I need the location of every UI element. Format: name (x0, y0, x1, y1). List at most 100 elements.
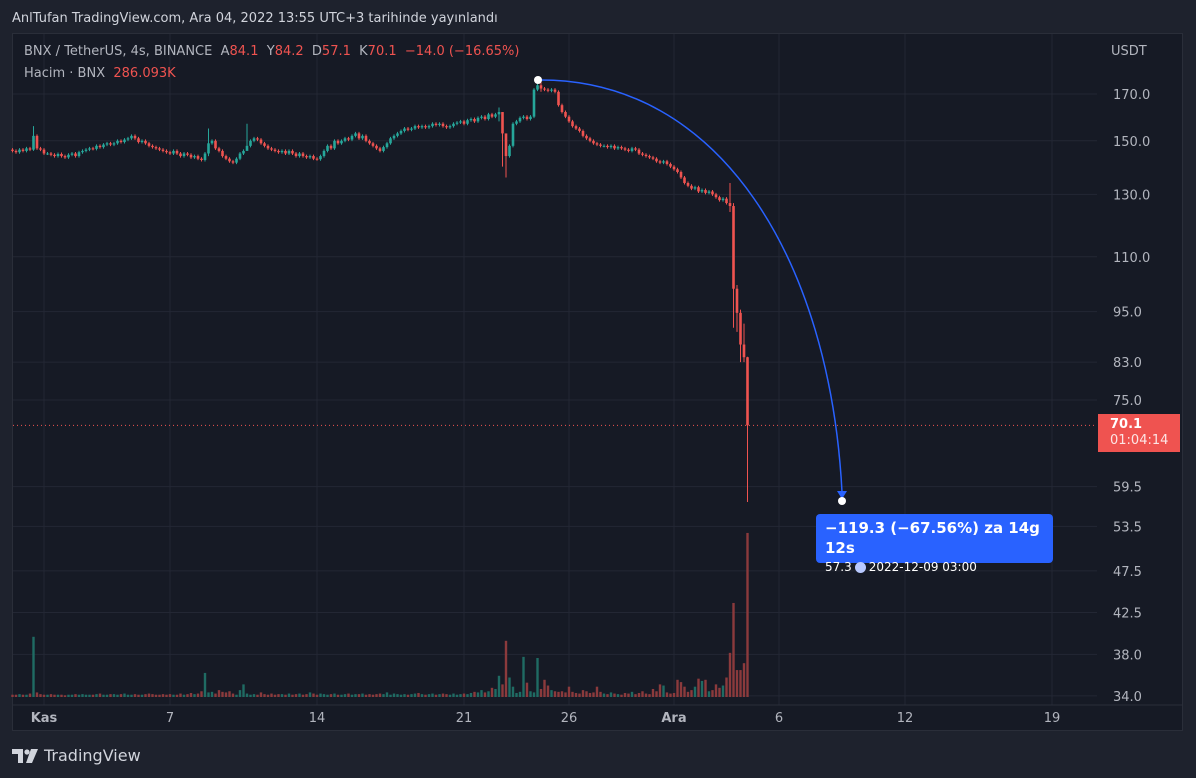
volume-bar (676, 679, 679, 697)
candle (214, 139, 217, 150)
candle-body (28, 148, 32, 150)
volume-bar (396, 694, 399, 697)
volume-bar (473, 691, 476, 697)
candle (522, 115, 525, 120)
candle (53, 153, 56, 158)
candle-body (417, 126, 420, 128)
candle-body (207, 143, 210, 154)
candle (63, 154, 67, 159)
candle-body (333, 140, 336, 149)
volume-bar (291, 694, 294, 697)
candle (56, 152, 60, 158)
candle-body (462, 121, 466, 124)
candle-body (676, 169, 679, 172)
volume-bar (319, 693, 322, 697)
candle-body (35, 135, 39, 149)
candle-body (455, 122, 459, 124)
candle (441, 122, 445, 128)
candle-body (74, 153, 77, 157)
candle (105, 141, 109, 147)
candle (189, 153, 193, 159)
candle-body (308, 156, 312, 158)
volume-bar (147, 693, 151, 697)
candle-body (553, 89, 557, 92)
candle (427, 124, 431, 129)
volume-bar (49, 694, 53, 697)
candle (382, 145, 385, 153)
time-tick-label: 12 (897, 711, 914, 726)
candle-body (452, 123, 455, 127)
candle-body (298, 153, 301, 157)
candle (158, 146, 161, 152)
volume-bar (172, 694, 175, 697)
volume-bar (39, 694, 42, 697)
volume-bar (494, 688, 497, 697)
volume-bar (438, 694, 441, 697)
volume-bar (466, 694, 469, 697)
candle (102, 143, 105, 149)
time-tick-label: 26 (561, 711, 578, 726)
volume-label[interactable]: Hacim · BNX (24, 66, 106, 81)
symbol-name[interactable]: BNX / TetherUS, 4s, BINANCE (24, 44, 213, 59)
candle-body (182, 153, 186, 157)
candle-body (53, 154, 56, 157)
candle (613, 144, 616, 150)
volume-bar (441, 693, 445, 697)
volume-bar (693, 686, 697, 697)
candle (333, 139, 336, 150)
clock-icon (854, 561, 866, 573)
tradingview-logo[interactable]: TradingView (12, 746, 141, 765)
candle-body (354, 133, 357, 136)
candle (606, 144, 609, 149)
candle-body (578, 128, 581, 131)
volume-bar (732, 602, 735, 697)
candle-body (742, 344, 746, 358)
candle-body (672, 166, 676, 170)
volume-bar (67, 694, 70, 697)
candle-body (620, 147, 623, 149)
candle-body (739, 312, 742, 345)
candle (98, 144, 102, 149)
candle-body (574, 126, 578, 129)
volume-bar (683, 686, 686, 697)
volume-bar (669, 693, 672, 697)
candle-body (116, 140, 119, 144)
candle (126, 136, 130, 142)
volume-bar (60, 694, 63, 697)
candle-body (424, 126, 427, 128)
volume-bar (214, 693, 217, 697)
candle-body (385, 143, 389, 148)
candle (403, 127, 406, 133)
chart-frame[interactable] (12, 33, 1183, 731)
candle-body (343, 138, 347, 141)
candle (497, 107, 501, 122)
candle (284, 149, 287, 155)
measure-tooltip[interactable]: −119.3 (−67.56%) za 14g 12s 57.3 2022-12… (816, 514, 1053, 574)
candle-body (389, 138, 392, 144)
candle (560, 103, 564, 114)
volume-bar (350, 694, 354, 697)
time-tick-label: Kas (31, 711, 58, 726)
candle (658, 159, 662, 165)
candle (662, 159, 665, 165)
volume-bar (196, 693, 200, 697)
candle-body (588, 138, 592, 141)
candle (644, 153, 648, 158)
currency-label: USDT (1111, 44, 1147, 59)
candle (679, 170, 683, 179)
volume-bar (203, 672, 207, 697)
candle-body (319, 156, 322, 160)
candle (238, 151, 242, 161)
price-tick-label: 83.0 (1113, 356, 1142, 371)
candle-body (263, 143, 266, 146)
candle (235, 157, 238, 165)
volume-bar (266, 694, 270, 697)
candle (417, 124, 420, 129)
volume-bar (382, 694, 385, 697)
candle (739, 309, 742, 363)
volume-bar (74, 694, 77, 697)
candle-body (497, 112, 501, 115)
candle (623, 146, 627, 152)
candle (207, 128, 210, 157)
